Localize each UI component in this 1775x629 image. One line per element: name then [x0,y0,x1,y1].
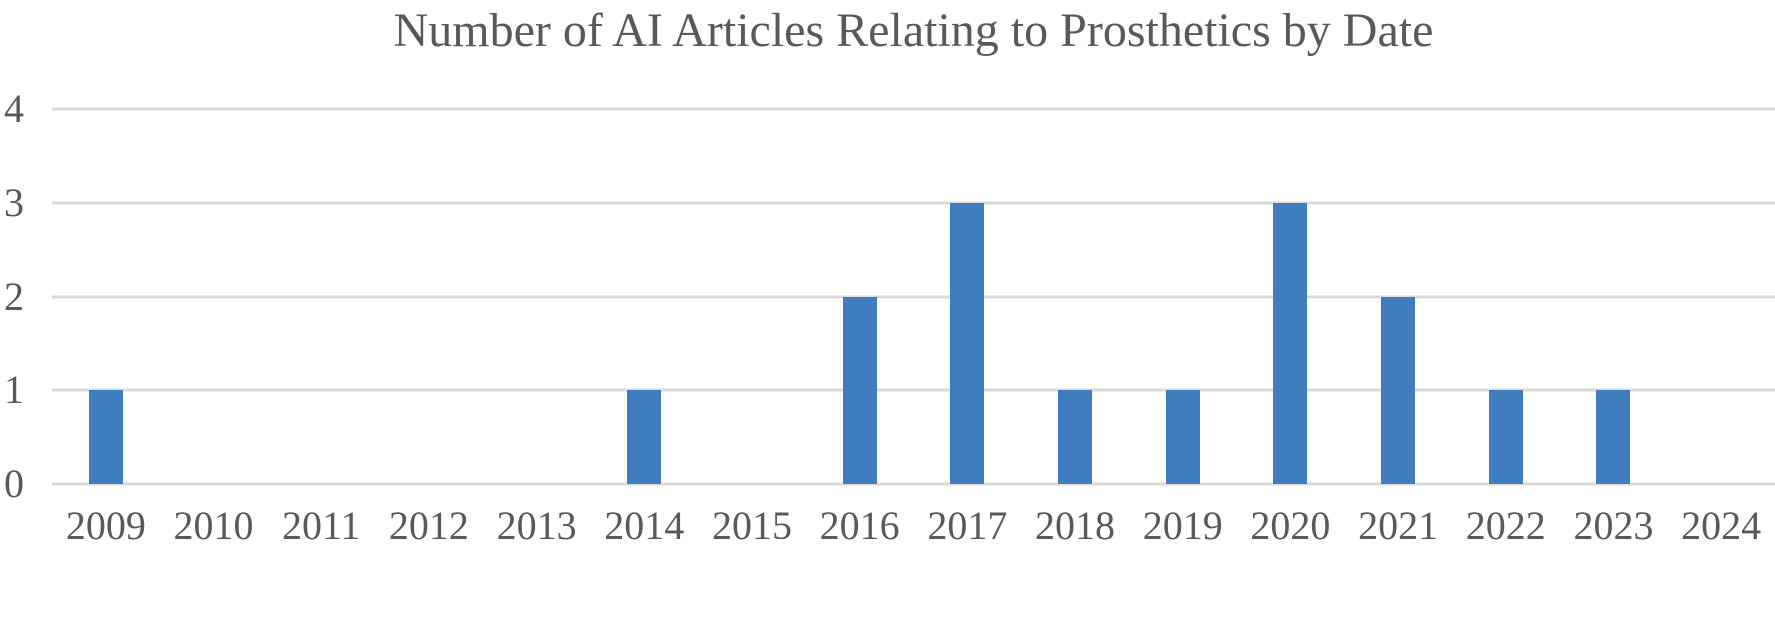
x-tick-label-2024: 2024 [1681,503,1762,548]
bar-2023 [1596,390,1631,484]
x-tick-label-2015: 2015 [711,503,792,548]
gridline-y3 [52,201,1775,205]
gridline-y4 [52,107,1775,111]
bar-column-2024 [1667,109,1775,484]
bar-2014 [627,390,662,484]
y-tick-label-2: 2 [4,273,24,319]
x-tick-label-2011: 2011 [281,503,361,548]
bar-column-2012 [375,109,483,484]
x-tick-label-2014: 2014 [604,503,685,548]
gridline-y1 [52,388,1775,392]
bar-column-2016 [806,109,914,484]
x-tick-label-2009: 2009 [65,503,146,548]
bar-column-2020 [1237,109,1345,484]
bar-column-2019 [1129,109,1237,484]
x-tick-label-2021: 2021 [1358,503,1439,548]
plot-area [52,107,1775,486]
x-tick-label-2019: 2019 [1142,503,1223,548]
bar-2021 [1381,296,1416,484]
y-tick-label-1: 1 [4,367,24,413]
y-tick-label-0: 0 [4,461,24,506]
bar-column-2011 [267,109,375,484]
bar-2019 [1165,390,1200,484]
bar-series [52,109,1775,484]
x-tick-label-2023: 2023 [1573,503,1654,548]
x-tick-label-2016: 2016 [819,503,900,548]
x-tick-label-2013: 2013 [496,503,577,548]
y-tick-label-3: 3 [4,179,24,225]
bar-2020 [1273,202,1308,484]
x-tick-label-2017: 2017 [927,503,1008,548]
chart-title: Number of AI Articles Relating to Prosth… [393,4,1434,57]
x-tick-label-2012: 2012 [388,503,469,548]
bar-2018 [1058,390,1093,484]
x-tick-label-2022: 2022 [1465,503,1546,548]
bar-2016 [842,296,877,484]
bar-column-2015 [698,109,806,484]
bar-column-2021 [1344,109,1452,484]
y-axis: 0 1 2 3 4 [0,0,52,629]
bar-column-2022 [1452,109,1560,484]
bar-column-2010 [160,109,268,484]
bar-2022 [1488,390,1523,484]
x-tick-label-2010: 2010 [173,503,254,548]
bar-column-2018 [1021,109,1129,484]
bar-column-2014 [590,109,698,484]
bar-2009 [88,390,123,484]
bar-column-2017 [914,109,1022,484]
x-tick-label-2018: 2018 [1035,503,1116,548]
gridline-y0 [52,482,1775,486]
bar-2017 [950,202,985,484]
bar-column-2023 [1560,109,1668,484]
x-axis: 2009 2010 2011 2012 2013 2014 2015 2016 2017 2018… [52,498,1775,554]
y-tick-label-4: 4 [4,86,24,131]
bar-column-2013 [483,109,591,484]
x-tick-label-2020: 2020 [1250,503,1331,548]
bar-column-2009 [52,109,160,484]
gridline-y2 [52,295,1775,298]
